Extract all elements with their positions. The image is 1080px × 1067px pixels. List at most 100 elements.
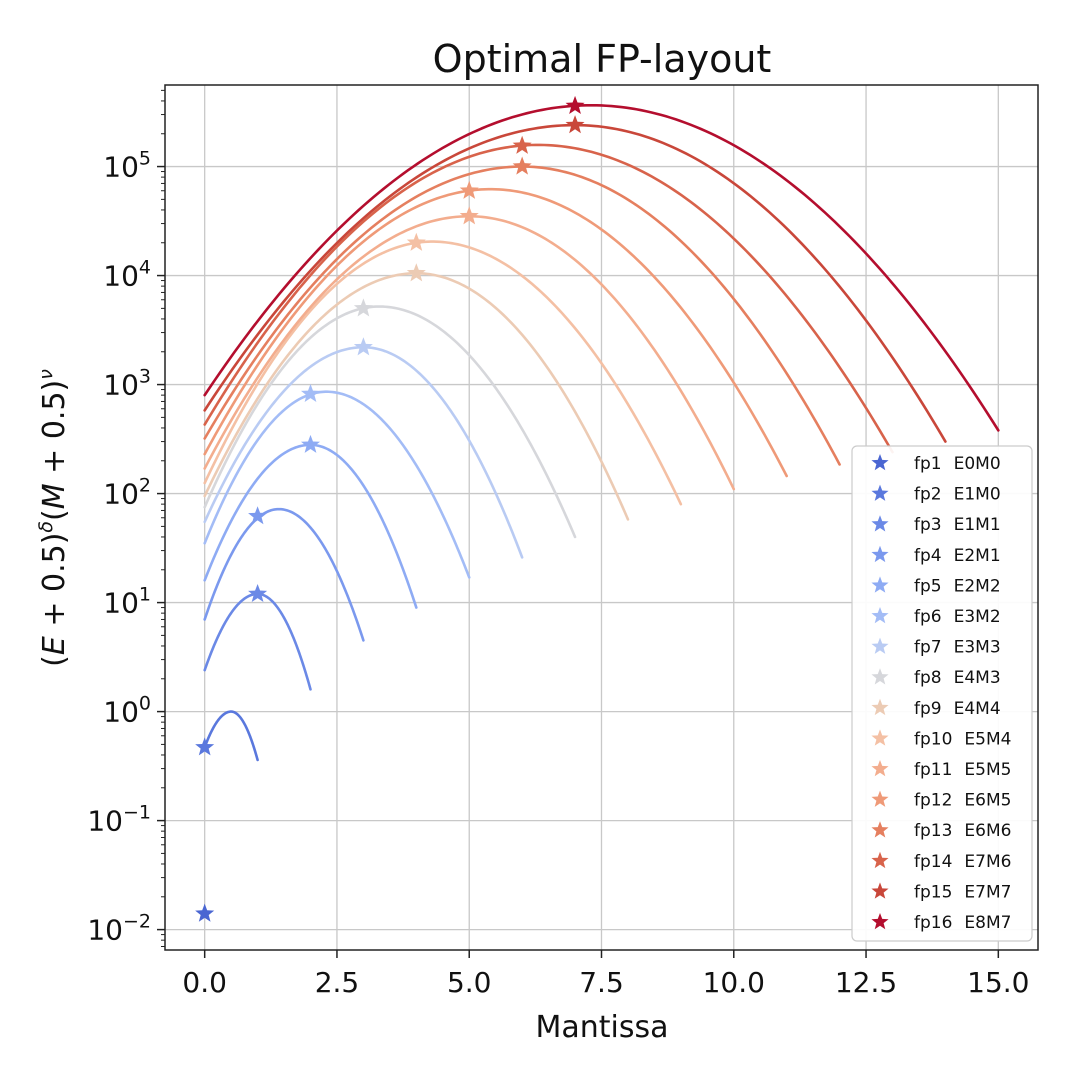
- legend-series-name: fp1: [914, 454, 942, 474]
- y-tick-label: 10−2: [87, 911, 151, 947]
- legend-series-format: E3M3: [954, 638, 1001, 658]
- y-tick-base: 10: [103, 260, 139, 293]
- legend-star-fp11: [871, 760, 889, 777]
- y-tick-exponent: 0: [139, 693, 151, 715]
- legend-label-fp9: fp9 E4M4: [914, 699, 1001, 719]
- legend-label-fp2: fp2 E1M0: [914, 485, 1001, 505]
- series-curve-fp6: [203, 390, 471, 579]
- x-axis-ticks: 0.0 2.5 5.0 7.5 10.0 12.5 15.0: [182, 950, 1029, 999]
- legend-star-fp6: [871, 607, 889, 624]
- legend-star-fp14: [871, 851, 889, 869]
- y-label-mid: (: [37, 509, 72, 521]
- y-tick-label: 101: [103, 584, 151, 620]
- star-marker-fp5: [300, 434, 321, 453]
- legend-series-name: fp6: [914, 607, 942, 627]
- legend-series-format: E0M0: [954, 454, 1001, 474]
- legend-star-fp10: [871, 729, 889, 746]
- star-marker-fp2: [195, 737, 215, 756]
- y-tick-base: 10: [103, 696, 139, 729]
- legend-series-format: E5M5: [964, 760, 1011, 780]
- y-tick-label: 10−1: [87, 802, 151, 838]
- legend-series-name: fp3: [914, 515, 942, 535]
- legend-label-fp1: fp1 E0M0: [914, 454, 1001, 474]
- star-marker-fp6: [300, 383, 321, 403]
- y-tick-label: 103: [103, 366, 151, 402]
- legend-series-format: E3M2: [954, 607, 1001, 627]
- y-tick-exponent: −2: [123, 911, 151, 933]
- chart-title: Optimal FP-layout: [433, 37, 772, 81]
- legend-series-name: fp12: [914, 791, 952, 811]
- y-tick-base: 10: [103, 587, 139, 620]
- legend-star-fp2: [871, 484, 889, 501]
- legend-series-format: E1M0: [954, 485, 1001, 505]
- x-tick-label: 7.5: [579, 966, 624, 999]
- legend-star-fp4: [871, 545, 889, 563]
- legend-series-name: fp2: [914, 485, 942, 505]
- legend-series-name: fp7: [914, 638, 942, 658]
- legend-series-format: E6M6: [964, 821, 1011, 841]
- star-marker-fp15: [565, 115, 585, 134]
- x-tick-label: 2.5: [315, 966, 360, 999]
- y-label-e: E: [37, 636, 72, 655]
- legend-label-fp5: fp5 E2M2: [914, 576, 1001, 596]
- star-marker-fp14: [512, 135, 532, 154]
- legend-series-name: fp13: [914, 821, 952, 841]
- legend-series-name: fp11: [914, 760, 952, 780]
- y-tick-label: 104: [103, 257, 151, 293]
- legend-series-name: fp14: [914, 852, 952, 872]
- legend-star-fp12: [871, 790, 889, 807]
- legend: fp1 E0M0 fp2 E1M0 fp3 E1M1 fp4 E2M1 fp5 E2M2 fp6 E3…: [851, 445, 1033, 942]
- series-curve-fp14: [203, 143, 894, 454]
- y-tick-label: 105: [103, 148, 151, 184]
- legend-series-name: fp8: [914, 668, 942, 688]
- legend-star-fp8: [871, 668, 889, 685]
- legend-series-format: E7M6: [964, 852, 1011, 872]
- legend-label-fp8: fp8 E4M3: [914, 668, 1001, 688]
- legend-star-fp9: [871, 698, 889, 716]
- star-marker-fp12: [459, 180, 479, 199]
- y-tick-base: 10: [103, 151, 139, 184]
- y-tick-label: 102: [103, 475, 151, 511]
- series-stars: [195, 95, 585, 922]
- star-marker-fp9: [406, 263, 426, 282]
- y-label-open: (: [37, 655, 72, 667]
- star-marker-fp13: [512, 156, 532, 175]
- legend-label-fp12: fp12 E6M5: [914, 791, 1011, 811]
- legend-label-fp11: fp11 E5M5: [914, 760, 1011, 780]
- legend-star-fp13: [871, 821, 889, 838]
- y-label-delta: δ: [35, 521, 57, 533]
- legend-series-name: fp9: [914, 699, 942, 719]
- y-tick-base: 10: [103, 369, 139, 402]
- legend-label-fp13: fp13 E6M6: [914, 821, 1011, 841]
- y-tick-exponent: 5: [139, 148, 151, 170]
- y-label-m: M: [37, 483, 72, 509]
- legend-label-fp16: fp16 E8M7: [914, 913, 1011, 933]
- y-tick-exponent: 1: [139, 584, 151, 606]
- y-tick-exponent: −1: [123, 802, 151, 824]
- legend-series-format: E2M1: [954, 546, 1001, 566]
- star-marker-fp1: [195, 903, 215, 922]
- legend-series-name: fp16: [914, 913, 952, 933]
- series-curve-fp9: [203, 271, 630, 521]
- legend-series-format: E4M3: [954, 668, 1001, 688]
- star-marker-fp16: [565, 95, 585, 115]
- legend-series-format: E1M1: [954, 515, 1001, 535]
- y-label-nu: ν: [35, 369, 57, 380]
- legend-label-fp7: fp7 E3M3: [914, 638, 1001, 658]
- series-curve-fp7: [203, 345, 524, 559]
- legend-label-fp3: fp3 E1M1: [914, 515, 1001, 535]
- y-tick-base: 10: [87, 805, 123, 838]
- series-curve-fp3: [203, 592, 312, 691]
- y-label-plus2: + 0.5): [37, 380, 72, 484]
- series-curve-fp2: [203, 710, 259, 762]
- y-tick-exponent: 4: [139, 257, 151, 279]
- star-marker-fp10: [406, 232, 426, 251]
- legend-series-format: E2M2: [954, 576, 1001, 596]
- legend-series-format: E4M4: [954, 699, 1001, 719]
- legend-label-fp15: fp15 E7M7: [914, 882, 1011, 902]
- legend-label-fp4: fp4 E2M1: [914, 546, 1001, 566]
- legend-label-fp14: fp14 E7M6: [914, 852, 1011, 872]
- legend-series-format: E6M5: [964, 791, 1011, 811]
- star-marker-fp7: [353, 337, 373, 356]
